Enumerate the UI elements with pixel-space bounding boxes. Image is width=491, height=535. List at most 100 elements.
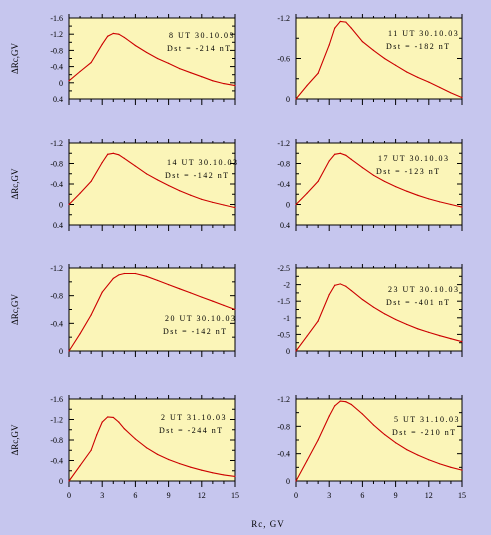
y-tick-label: 0 xyxy=(59,347,63,356)
chart-panel-4: -1.2 -0.8 -0.4 0 0.4 17 UT 30.10.03 Dst = -123… xyxy=(277,139,463,231)
data-point xyxy=(190,292,192,294)
y-tick-label: -0.4 xyxy=(277,450,290,459)
data-point xyxy=(79,465,81,467)
data-point xyxy=(90,61,92,64)
y-tick-label: -0.8 xyxy=(277,160,290,169)
data-point xyxy=(334,284,336,286)
data-point xyxy=(295,480,297,482)
y-tick-label: 0.4 xyxy=(53,95,63,104)
data-point xyxy=(118,274,120,276)
y-tick-label: -0.8 xyxy=(50,292,63,301)
data-point xyxy=(201,296,203,298)
y-tick-label: 0.4 xyxy=(280,221,290,230)
data-point xyxy=(383,433,386,436)
data-point xyxy=(107,35,109,37)
data-point xyxy=(306,335,308,337)
data-point xyxy=(101,161,103,164)
data-point xyxy=(168,62,170,64)
data-point xyxy=(201,76,203,78)
x-tick-label: 15 xyxy=(231,491,239,500)
y-tick-label: -1.2 xyxy=(50,30,63,39)
data-point xyxy=(145,173,148,175)
data-point xyxy=(212,300,214,302)
y-tick-label: 0 xyxy=(286,95,290,104)
panel-title: 8 UT 30.10.03 xyxy=(169,31,235,40)
panel-dst: Dst = -123 nT xyxy=(376,167,441,176)
y-tick-label: -1 xyxy=(283,314,290,323)
data-point xyxy=(428,81,430,83)
data-point xyxy=(156,57,159,60)
data-point xyxy=(145,275,148,277)
data-point xyxy=(461,469,463,471)
data-point xyxy=(361,298,363,301)
series-line xyxy=(295,152,463,208)
data-point xyxy=(417,454,419,456)
series-line xyxy=(295,20,463,100)
x-tick-label: 9 xyxy=(167,491,171,500)
y-tick-label: -0.6 xyxy=(277,55,290,64)
data-point xyxy=(168,284,170,286)
data-point xyxy=(68,480,70,482)
data-point xyxy=(383,57,386,60)
data-point xyxy=(212,80,214,82)
y-tick-label: 0 xyxy=(59,201,63,210)
plot-area xyxy=(68,142,236,226)
data-point xyxy=(450,338,452,340)
y-tick-label: -1.5 xyxy=(277,297,290,306)
data-point xyxy=(328,44,330,46)
data-point xyxy=(395,64,397,66)
data-point xyxy=(428,459,430,461)
y-tick-label: 0 xyxy=(59,79,63,88)
data-point xyxy=(317,320,319,322)
data-point xyxy=(417,194,419,196)
data-point xyxy=(345,285,347,287)
data-point xyxy=(339,152,341,154)
data-point xyxy=(79,70,81,73)
y-tick-label: -1.2 xyxy=(277,139,290,148)
data-point xyxy=(156,179,159,181)
data-point xyxy=(306,459,308,462)
data-point xyxy=(450,466,452,468)
data-point xyxy=(223,83,225,85)
panel-dst: Dst = -182 nT xyxy=(386,42,451,51)
x-tick-label: 15 xyxy=(458,491,466,500)
data-point xyxy=(395,185,397,188)
data-point xyxy=(345,154,347,156)
data-point xyxy=(145,447,148,449)
data-point xyxy=(79,192,81,194)
data-point xyxy=(439,86,441,89)
panel-dst: Dst = -401 nT xyxy=(386,298,451,307)
data-point xyxy=(201,198,203,200)
data-point xyxy=(345,21,347,23)
y-tick-label: -2.5 xyxy=(277,264,290,273)
panel-title: 2 UT 31.10.03 xyxy=(161,413,227,422)
x-tick-label: 3 xyxy=(100,491,104,500)
data-point xyxy=(156,453,159,455)
panel-dst: Dst = -210 nT xyxy=(392,428,457,437)
data-point xyxy=(68,80,70,82)
y-axis-label: ΔRc,GV xyxy=(10,168,20,200)
y-tick-label: -1.2 xyxy=(50,416,63,425)
x-tick-label: 6 xyxy=(133,491,137,500)
data-point xyxy=(90,314,92,316)
data-point xyxy=(234,308,236,311)
data-point xyxy=(334,153,336,155)
data-point xyxy=(96,434,98,436)
data-point xyxy=(417,328,419,330)
data-point xyxy=(361,41,363,43)
data-point xyxy=(223,304,225,306)
x-tick-label: 9 xyxy=(394,491,398,500)
panel-title: 17 UT 30.10.03 xyxy=(378,154,450,163)
data-point xyxy=(118,33,120,35)
x-tick-label: 0 xyxy=(67,491,71,500)
series-line xyxy=(295,283,463,352)
y-tick-label: -1.2 xyxy=(50,139,63,148)
panel-title: 11 UT 30.10.03 xyxy=(388,29,459,38)
plot-area xyxy=(68,17,236,100)
data-point xyxy=(350,27,352,29)
data-point xyxy=(339,20,341,22)
panel-dst: Dst = -214 nT xyxy=(167,44,232,53)
data-point xyxy=(334,405,336,407)
y-tick-label: -1.2 xyxy=(50,264,63,273)
